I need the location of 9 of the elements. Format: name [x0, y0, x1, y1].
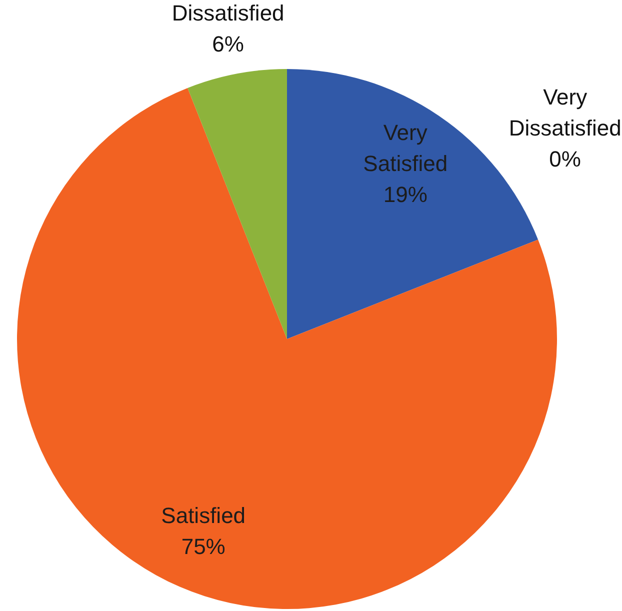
- data-label: 19%: [383, 182, 428, 207]
- slice-label: Dissatisfied: [172, 0, 284, 26]
- data-label: 6%: [212, 32, 244, 57]
- data-label: 75%: [181, 534, 226, 559]
- text: 0%: [549, 146, 581, 172]
- slice-label: Satisfied: [161, 502, 246, 528]
- category-label: Very Dissatisfied: [508, 84, 622, 141]
- pie-slice: [188, 69, 287, 339]
- slice-label: Very Satisfied: [363, 120, 448, 176]
